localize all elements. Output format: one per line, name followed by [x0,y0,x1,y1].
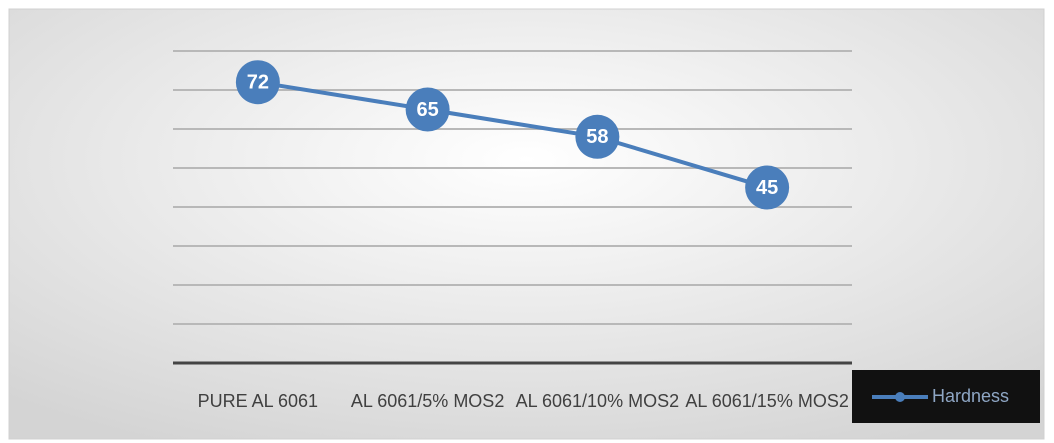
legend-label: Hardness [932,386,1009,406]
series-line [257,80,768,190]
data-label: 58 [586,126,608,148]
x-tick-label: AL 6061/15% MOS2 [685,391,848,411]
data-label: 45 [756,177,778,199]
x-tick-label: PURE AL 6061 [198,391,318,411]
x-tick-label: AL 6061/10% MOS2 [516,391,679,411]
point [235,60,280,105]
chart-background [8,8,1045,440]
point [405,87,450,132]
data-label: 72 [247,71,269,93]
point [575,114,620,159]
point [745,165,790,210]
data-label: 65 [417,99,439,121]
x-tick-label: AL 6061/5% MOS2 [351,391,504,411]
legend-marker [895,392,905,402]
